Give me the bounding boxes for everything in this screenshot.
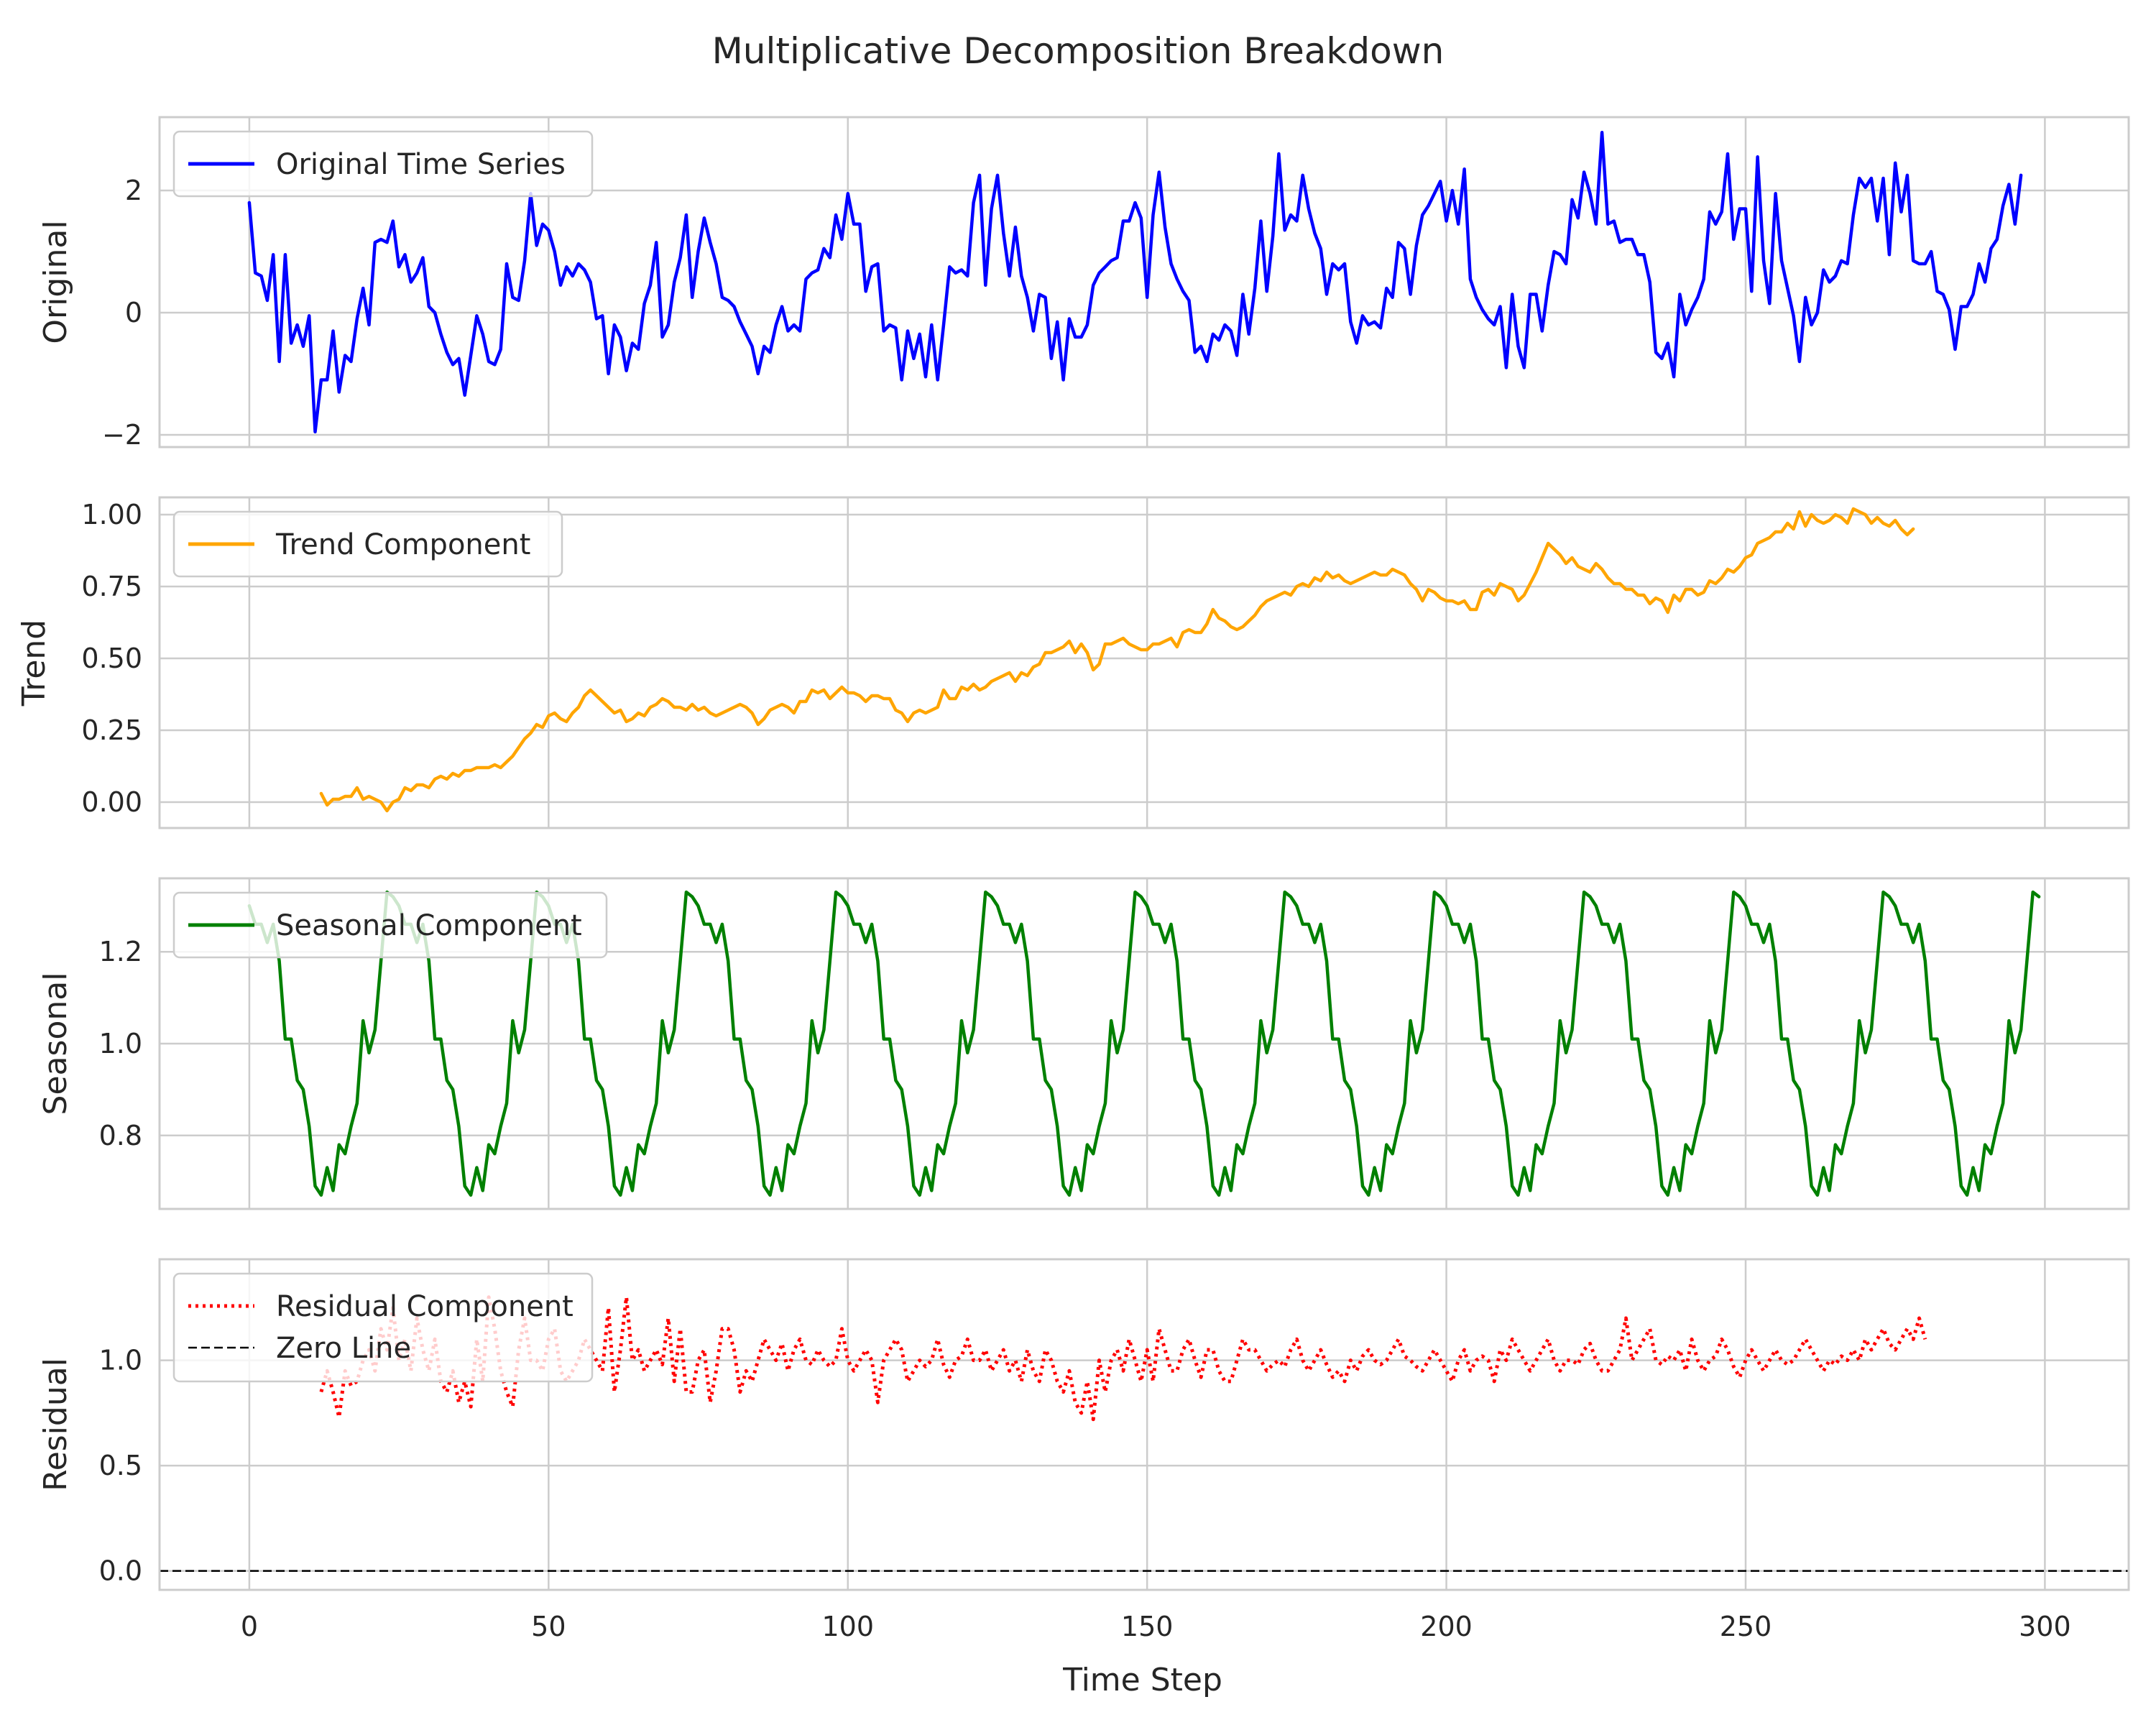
original-time-series-line bbox=[247, 131, 2023, 434]
x-tick-label: 250 bbox=[1720, 1611, 1772, 1642]
chart-title: Multiplicative Decomposition Breakdown bbox=[712, 30, 1445, 72]
trend-y-tick-label: 0.00 bbox=[81, 786, 142, 818]
original-y-tick-label: 0 bbox=[125, 297, 142, 328]
original-y-axis-label: Original bbox=[37, 220, 74, 344]
trend-y-tick-label: 0.50 bbox=[81, 643, 142, 674]
zero-line-legend-label: Zero Line bbox=[276, 1332, 411, 1365]
trend-panel: 0.00 0.25 0.50 0.75 1.00 Trend Trend Component bbox=[16, 496, 2130, 829]
seasonal-component-legend-label: Seasonal Component bbox=[276, 909, 582, 942]
residual-y-axis-label: Residual bbox=[37, 1358, 74, 1491]
seasonal-y-tick-label: 1.2 bbox=[99, 936, 142, 967]
residual-axes-frame bbox=[158, 1258, 2130, 1591]
x-tick-labels: 0 50 100 150 200 250 300 bbox=[241, 1611, 2071, 1642]
x-tick-label: 0 bbox=[241, 1611, 258, 1642]
x-tick-label: 100 bbox=[821, 1611, 874, 1642]
seasonal-y-tick-label: 0.8 bbox=[99, 1120, 142, 1151]
legend-frame bbox=[172, 1272, 594, 1383]
seasonal-panel: 0.8 1.0 1.2 Seasonal Seasonal Component bbox=[37, 877, 2130, 1210]
original-panel: −2 0 2 Original Original Time Series bbox=[37, 116, 2130, 451]
x-tick-label: 150 bbox=[1121, 1611, 1174, 1642]
residual-legend: Residual Component Zero Line bbox=[172, 1272, 594, 1383]
x-tick-label: 200 bbox=[1420, 1611, 1473, 1642]
legend-frame bbox=[172, 891, 608, 959]
seasonal-legend: Seasonal Component bbox=[172, 891, 608, 959]
legend-frame bbox=[172, 510, 563, 578]
original-axes-frame bbox=[158, 116, 2130, 448]
trend-axes-frame bbox=[158, 496, 2130, 829]
legend-frame bbox=[172, 130, 594, 198]
original-legend: Original Time Series bbox=[172, 130, 594, 198]
trend-y-tick-label: 1.00 bbox=[81, 499, 142, 530]
trend-component-line bbox=[319, 507, 1915, 813]
residual-y-tick-label: 1.0 bbox=[99, 1345, 142, 1376]
seasonal-axes-frame bbox=[158, 877, 2130, 1210]
trend-component-legend-label: Trend Component bbox=[275, 528, 530, 561]
x-tick-label: 300 bbox=[2019, 1611, 2071, 1642]
residual-panel: 0.0 0.5 1.0 Residual Residual Component Zero … bbox=[37, 1258, 2130, 1591]
original-time-series-legend-label: Original Time Series bbox=[276, 148, 566, 181]
residual-y-tick-label: 0.5 bbox=[99, 1450, 142, 1481]
trend-y-tick-label: 0.25 bbox=[81, 714, 142, 746]
trend-legend: Trend Component bbox=[172, 510, 563, 578]
trend-y-axis-label: Trend bbox=[16, 620, 52, 707]
residual-component-legend-label: Residual Component bbox=[276, 1290, 573, 1323]
seasonal-y-axis-label: Seasonal bbox=[37, 972, 74, 1116]
trend-y-tick-label: 0.75 bbox=[81, 571, 142, 602]
x-tick-label: 50 bbox=[531, 1611, 566, 1642]
original-y-tick-label: 2 bbox=[125, 175, 142, 206]
original-y-tick-label: −2 bbox=[102, 419, 142, 451]
seasonal-y-tick-label: 1.0 bbox=[99, 1028, 142, 1059]
residual-y-tick-label: 0.0 bbox=[99, 1555, 142, 1587]
x-axis-label: Time Step bbox=[1062, 1662, 1222, 1698]
